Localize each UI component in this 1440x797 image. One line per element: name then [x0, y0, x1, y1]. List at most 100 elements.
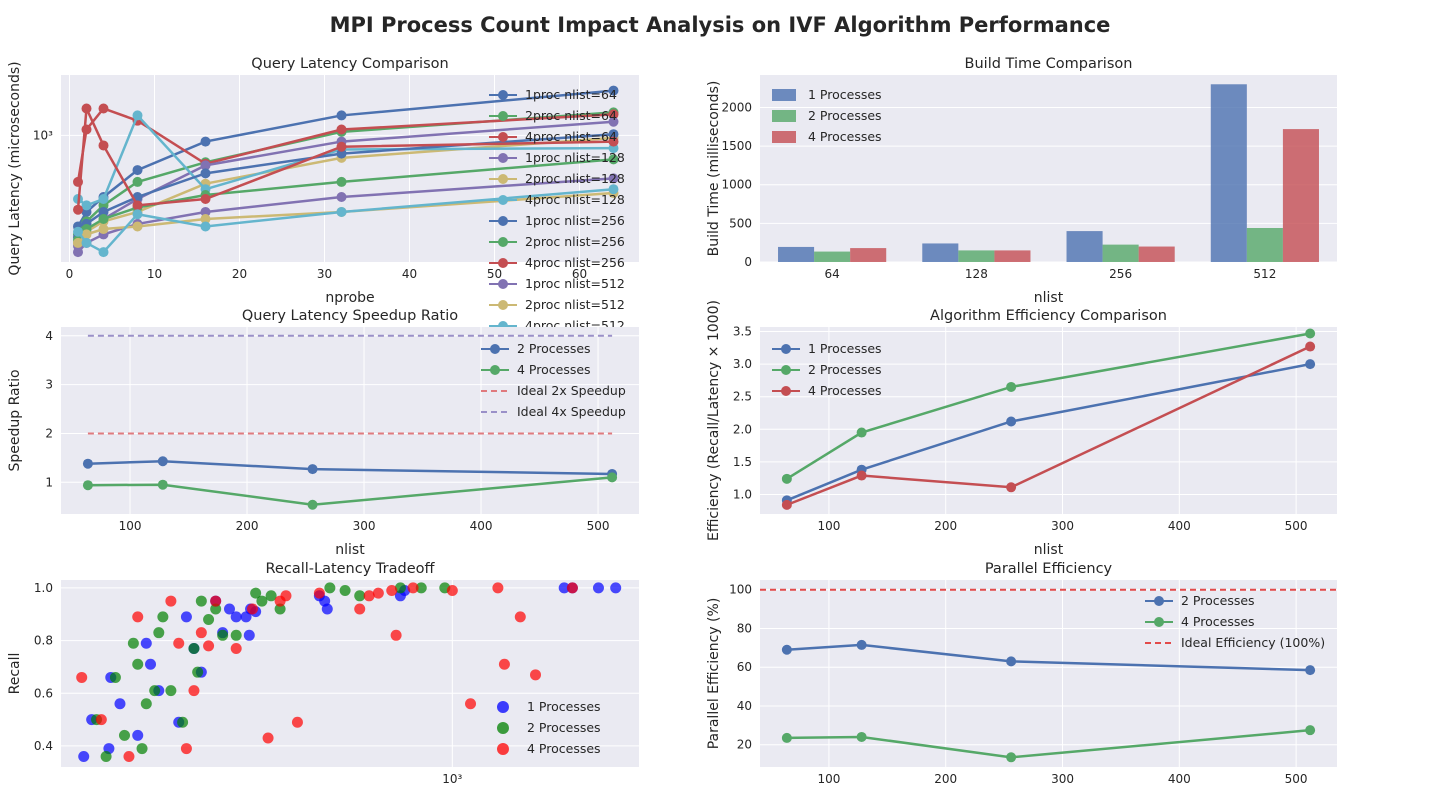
latency-point — [336, 141, 347, 152]
latency-legend-marker — [498, 258, 508, 268]
latency-point — [200, 168, 211, 179]
latency-legend-label: 4proc nlist=128 — [525, 192, 625, 207]
tradeoff-point — [386, 585, 398, 597]
build-xtick-label: 512 — [1253, 267, 1276, 281]
tradeoff-point — [256, 595, 268, 607]
parallel-point — [1305, 725, 1316, 736]
tradeoff-point — [210, 603, 222, 615]
tradeoff-legend-marker — [497, 743, 509, 755]
speedup-point — [82, 458, 93, 469]
latency-point — [608, 116, 619, 127]
tradeoff-point — [173, 637, 185, 649]
tradeoff-point — [407, 582, 419, 594]
parallel-point — [781, 732, 792, 743]
build-bar — [850, 248, 887, 262]
speedup-point — [307, 464, 318, 475]
build-ytick-label: 1500 — [721, 139, 752, 153]
speedup-xlabel: nlist — [335, 542, 365, 558]
latency-point — [98, 194, 109, 205]
tradeoff-point — [230, 642, 242, 654]
latency-title: Query Latency Comparison — [251, 56, 448, 72]
speedup-xtick-label: 100 — [119, 519, 142, 533]
latency-point — [608, 129, 619, 140]
tradeoff-point — [195, 627, 207, 639]
speedup-xtick-label: 300 — [353, 519, 376, 533]
tradeoff-point — [114, 698, 126, 710]
latency-legend-label: 1proc nlist=128 — [525, 150, 625, 165]
tradeoff-point — [132, 611, 144, 623]
tradeoff-point — [324, 582, 336, 594]
tradeoff-point — [265, 590, 277, 602]
tradeoff-point — [217, 629, 229, 641]
latency-point — [132, 221, 143, 232]
parallel-point — [1305, 665, 1316, 676]
speedup-point — [82, 480, 93, 491]
tradeoff-point — [76, 671, 88, 683]
tradeoff-point — [339, 585, 351, 597]
tradeoff-point — [127, 637, 139, 649]
latency-legend-label: 1proc nlist=64 — [525, 87, 617, 102]
efficiency-xtick-label: 400 — [1168, 519, 1191, 533]
speedup-legend-marker — [490, 365, 500, 375]
tradeoff-point — [188, 642, 200, 654]
speedup-xtick-label: 200 — [236, 519, 259, 533]
build-bar — [1138, 246, 1175, 262]
build-bar — [1102, 244, 1139, 262]
efficiency-xtick-label: 500 — [1285, 519, 1308, 533]
efficiency-ytick-label: 2.5 — [733, 390, 752, 404]
latency-plot-area — [61, 75, 639, 262]
build-xtick-label: 64 — [824, 267, 839, 281]
parallel-xtick-label: 400 — [1168, 772, 1191, 786]
parallel-plot-area — [760, 580, 1337, 767]
latency-xtick-label: 60 — [572, 267, 587, 281]
latency-legend-marker — [498, 90, 508, 100]
tradeoff-point — [192, 666, 204, 678]
latency-point — [98, 206, 109, 217]
latency-legend-label: 2proc nlist=64 — [525, 108, 617, 123]
tradeoff-point — [394, 582, 406, 594]
parallel-point — [1006, 752, 1017, 763]
latency-point — [81, 229, 92, 240]
efficiency-panel: Algorithm Efficiency Comparison nlist Effi… — [706, 300, 1337, 558]
speedup-legend-marker — [490, 344, 500, 354]
speedup-ytick-label: 4 — [45, 329, 53, 343]
efficiency-ylabel: Efficiency (Recall/Latency × 1000) — [706, 300, 722, 541]
build-legend-swatch — [772, 110, 796, 122]
latency-point — [81, 200, 92, 211]
tradeoff-point — [195, 595, 207, 607]
build-legend-label: 4 Processes — [808, 129, 882, 144]
tradeoff-ytick-label: 0.6 — [34, 686, 53, 700]
tradeoff-point — [446, 585, 458, 597]
tradeoff-point — [123, 750, 135, 762]
tradeoff-point — [140, 698, 152, 710]
efficiency-ytick-label: 3.0 — [733, 357, 752, 371]
latency-point — [132, 176, 143, 187]
charts-container: Query Latency Comparison nprobe Query Late… — [7, 56, 1337, 786]
latency-point — [336, 124, 347, 135]
build-bar — [1246, 228, 1283, 262]
speedup-xtick-label: 400 — [470, 519, 493, 533]
latency-legend-marker — [498, 153, 508, 163]
tradeoff-point — [610, 582, 622, 594]
latency-legend-marker — [498, 279, 508, 289]
tradeoff-point — [100, 750, 112, 762]
speedup-point — [157, 479, 168, 490]
speedup-ylabel: Speedup Ratio — [7, 369, 23, 471]
tradeoff-point — [274, 603, 286, 615]
parallel-series-line — [786, 728, 1311, 759]
efficiency-point — [1305, 328, 1316, 339]
latency-point — [608, 136, 619, 147]
parallel-legend-label: 4 Processes — [1181, 614, 1255, 629]
build-xtick-label: 256 — [1109, 267, 1132, 281]
build-bar — [922, 243, 959, 262]
parallel-ytick-label: 60 — [737, 660, 752, 674]
speedup-series-line — [87, 460, 613, 476]
tradeoff-ytick-label: 0.4 — [34, 739, 53, 753]
latency-point — [336, 206, 347, 217]
tradeoff-legend-marker — [497, 701, 509, 713]
figure-title: MPI Process Count Impact Analysis on IVF… — [330, 13, 1111, 37]
build-panel: Build Time Comparison nlist Build Time (mi… — [706, 56, 1337, 306]
tradeoff-point — [492, 582, 504, 594]
tradeoff-legend-label: 2 Processes — [527, 720, 601, 735]
